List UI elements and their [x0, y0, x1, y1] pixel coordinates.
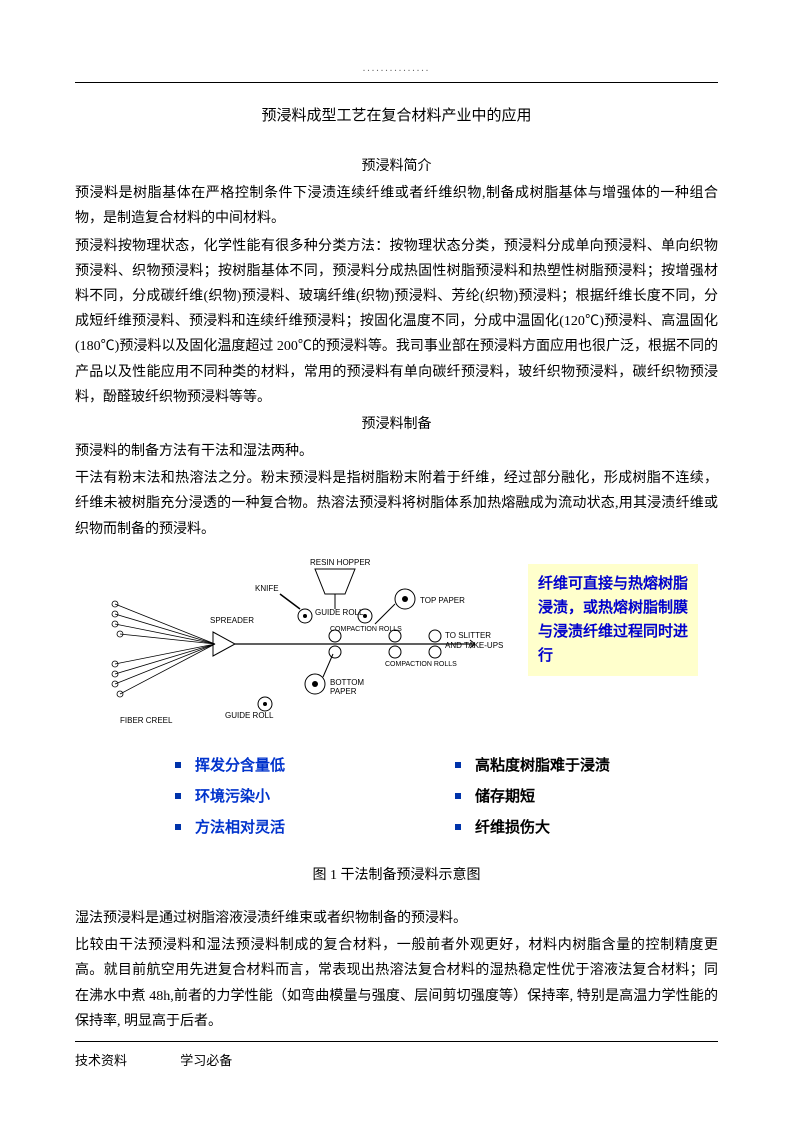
footer-right: 学习必备	[180, 1053, 232, 1068]
section2-para2: 干法有粉末法和热溶法之分。粉末预浸料是指树脂粉末附着于纤维，经过部分融化，形成树…	[75, 466, 718, 542]
label-top-paper: TOP PAPER	[420, 594, 465, 608]
footer-left: 技术资料	[75, 1053, 127, 1068]
bullet-marker-icon	[455, 793, 461, 799]
bullet-marker-icon	[175, 824, 181, 830]
label-resin-hopper: RESIN HOPPER	[310, 556, 370, 570]
top-rule	[75, 82, 718, 83]
document-title: 预浸料成型工艺在复合材料产业中的应用	[75, 103, 718, 130]
label-takeups: AND TAKE-UPS	[445, 639, 503, 653]
section3-para1: 湿法预浸料是通过树脂溶液浸渍纤维束或者织物制备的预浸料。	[75, 906, 718, 931]
highlight-box: 纤维可直接与热熔树脂浸渍，或热熔树脂制膜与浸渍纤维过程同时进行	[528, 564, 698, 676]
label-spreader: SPREADER	[210, 614, 254, 628]
label-fiber-creel: FIBER CREEL	[120, 714, 172, 728]
bullet-right-1: 储存期短	[455, 783, 610, 810]
label-bottom-paper2: PAPER	[330, 685, 357, 699]
bullet-marker-icon	[455, 824, 461, 830]
section1-heading: 预浸料简介	[75, 154, 718, 179]
label-compaction: COMPACTION ROLLS	[330, 624, 402, 637]
label-guide-roll2: GUIDE ROLL	[225, 709, 273, 723]
section2-para1: 预浸料的制备方法有干法和湿法两种。	[75, 439, 718, 464]
bullet-text: 纤维损伤大	[475, 814, 550, 841]
bullet-left-1: 环境污染小	[175, 783, 415, 810]
bullet-text: 储存期短	[475, 783, 535, 810]
figure-caption: 图 1 干法制备预浸料示意图	[75, 863, 718, 888]
bullet-marker-icon	[175, 793, 181, 799]
figure-1: RESIN HOPPER KNIFE TOP PAPER SPREADER GU…	[75, 554, 718, 744]
section2-heading: 预浸料制备	[75, 412, 718, 437]
bullet-right-2: 纤维损伤大	[455, 814, 610, 841]
label-knife: KNIFE	[255, 582, 279, 596]
bottom-rule	[75, 1041, 718, 1042]
footer: 技术资料 学习必备	[75, 1049, 282, 1072]
header-dots: ...............	[75, 60, 718, 78]
bullets-row: 挥发分含量低 环境污染小 方法相对灵活 高粘度树脂难于浸渍 储存期短 纤维损伤大	[75, 752, 718, 845]
bullet-marker-icon	[455, 762, 461, 768]
bullet-text: 挥发分含量低	[195, 752, 285, 779]
bullet-text: 方法相对灵活	[195, 814, 285, 841]
bullets-left: 挥发分含量低 环境污染小 方法相对灵活	[175, 752, 415, 845]
bullets-right: 高粘度树脂难于浸渍 储存期短 纤维损伤大	[455, 752, 610, 845]
label-compaction2: COMPACTION ROLLS	[385, 659, 457, 672]
section1-para1: 预浸料是树脂基体在严格控制条件下浸渍连续纤维或者纤维织物,制备成树脂基体与增强体…	[75, 181, 718, 231]
bullet-right-0: 高粘度树脂难于浸渍	[455, 752, 610, 779]
bullet-text: 高粘度树脂难于浸渍	[475, 752, 610, 779]
section3-para2: 比较由干法预浸料和湿法预浸料制成的复合材料，一般前者外观更好，材料内树脂含量的控…	[75, 933, 718, 1034]
process-diagram: RESIN HOPPER KNIFE TOP PAPER SPREADER GU…	[105, 554, 505, 734]
label-guide-roll: GUIDE ROLL	[315, 606, 363, 620]
bullet-left-0: 挥发分含量低	[175, 752, 415, 779]
bullet-marker-icon	[175, 762, 181, 768]
section1-para2: 预浸料按物理状态，化学性能有很多种分类方法：按物理状态分类，预浸料分成单向预浸料…	[75, 234, 718, 410]
bullet-left-2: 方法相对灵活	[175, 814, 415, 841]
bullet-text: 环境污染小	[195, 783, 270, 810]
